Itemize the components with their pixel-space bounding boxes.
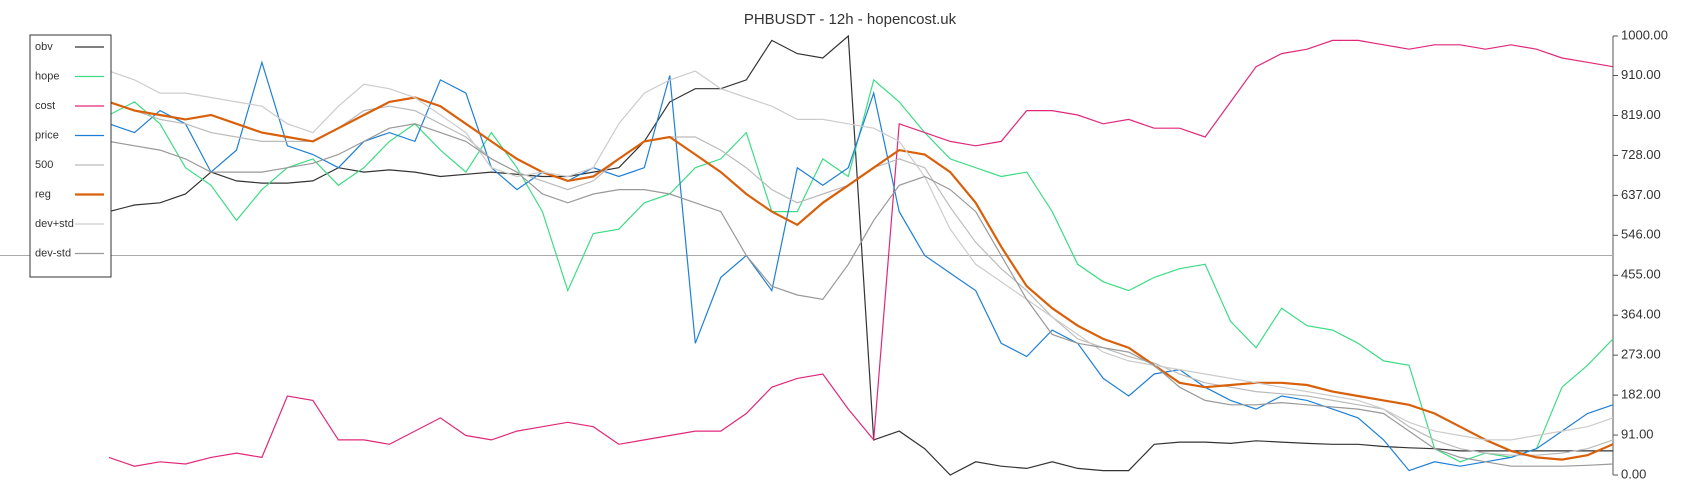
y-tick-label: 637.00 bbox=[1621, 187, 1661, 202]
y-tick-label: 819.00 bbox=[1621, 107, 1661, 122]
y-tick-label: 182.00 bbox=[1621, 387, 1661, 402]
series-line bbox=[108, 96, 1614, 461]
series-line bbox=[108, 70, 1614, 441]
legend-label: dev-std bbox=[35, 247, 71, 259]
legend-label: reg bbox=[35, 188, 51, 200]
legend-label: dev+std bbox=[35, 218, 74, 230]
y-tick-label: 728.00 bbox=[1621, 147, 1661, 162]
series-line bbox=[108, 101, 1614, 456]
legend-label: obv bbox=[35, 41, 53, 53]
series-line bbox=[108, 60, 1614, 472]
y-tick-label: 91.00 bbox=[1621, 426, 1654, 441]
series-line bbox=[108, 78, 1614, 463]
series-line bbox=[108, 34, 1613, 476]
legend-label: cost bbox=[35, 100, 55, 112]
legend-label: hope bbox=[35, 70, 59, 82]
y-tick-label: 1000.00 bbox=[1621, 27, 1668, 42]
y-tick-label: 273.00 bbox=[1621, 347, 1661, 362]
y-tick-label: 0.00 bbox=[1621, 466, 1646, 481]
series-line bbox=[108, 39, 1614, 467]
y-tick-label: 546.00 bbox=[1621, 227, 1661, 242]
y-tick-label: 364.00 bbox=[1621, 307, 1661, 322]
y-tick-label: 455.00 bbox=[1621, 267, 1661, 282]
legend-label: price bbox=[35, 129, 59, 141]
series-line bbox=[108, 123, 1614, 467]
legend-label: 500 bbox=[35, 159, 53, 171]
chart-title: PHBUSDT - 12h - hopencost.uk bbox=[744, 11, 957, 28]
y-tick-label: 910.00 bbox=[1621, 67, 1661, 82]
legend-box bbox=[29, 34, 112, 278]
